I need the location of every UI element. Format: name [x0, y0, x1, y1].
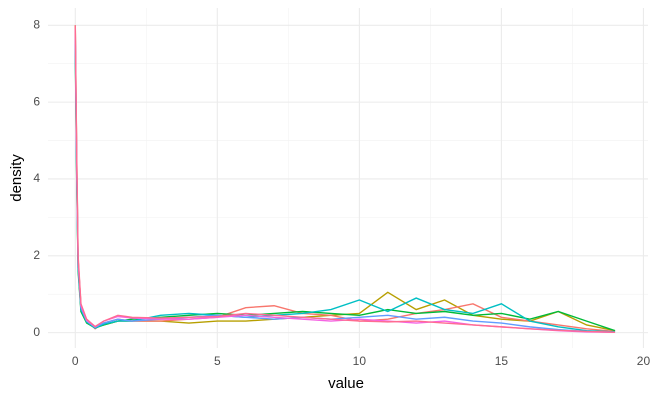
x-tick-label: 0 — [72, 354, 79, 368]
x-tick-label: 5 — [214, 354, 221, 368]
x-tick-label: 15 — [495, 354, 509, 368]
density-line — [74, 25, 616, 332]
y-tick-label: 2 — [33, 248, 40, 262]
y-axis-label: density — [8, 154, 25, 202]
y-tick-label: 6 — [33, 94, 40, 108]
y-tick-label: 4 — [33, 171, 40, 185]
x-tick-label: 20 — [637, 354, 651, 368]
x-axis-label: value — [328, 375, 364, 392]
density-line — [74, 36, 616, 333]
density-line — [74, 48, 616, 332]
density-line — [74, 44, 616, 333]
x-tick-label: 10 — [353, 354, 367, 368]
y-tick-label: 8 — [33, 17, 40, 31]
density-line — [74, 25, 616, 333]
density-line — [74, 40, 616, 333]
density-line — [74, 29, 616, 333]
y-tick-label: 0 — [33, 325, 40, 339]
